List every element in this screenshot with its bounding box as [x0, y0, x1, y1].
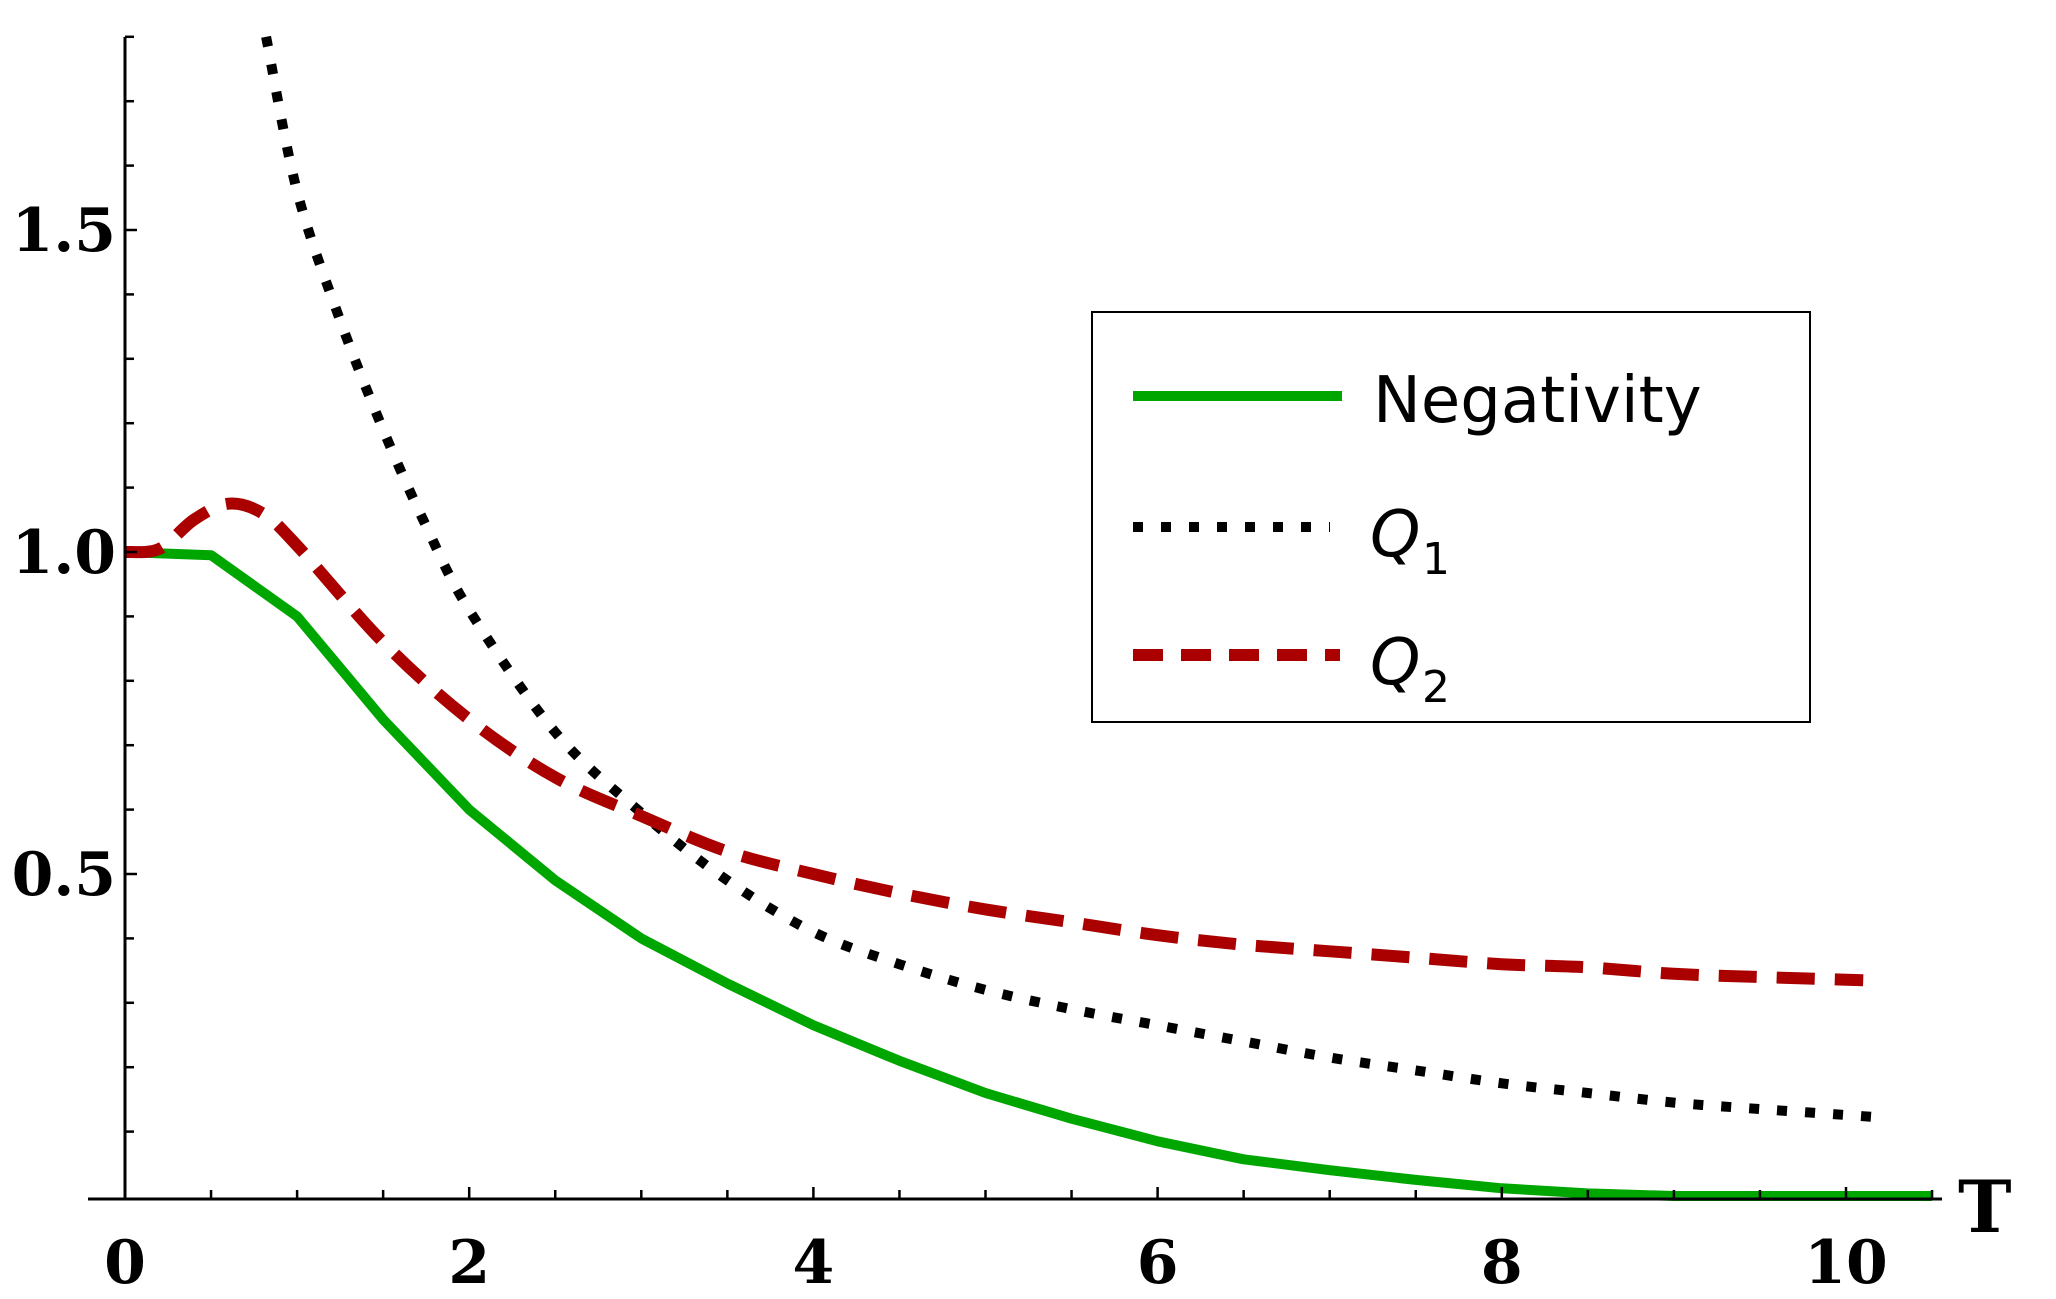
y-ticks: 0.5 1.0 1.5	[12, 35, 137, 1133]
series-q1-line	[261, 35, 1873, 1122]
legend-label-q2-subscript: 2	[1422, 662, 1450, 713]
plot-area	[124, 35, 1932, 1201]
x-tick-label: 2	[448, 1228, 490, 1298]
legend-label-negativity: Negativity	[1373, 364, 1702, 438]
legend-item-q2: Q 2	[1133, 626, 1450, 713]
x-axis: 0 2 4 6 8 10 T	[88, 1164, 2012, 1298]
series-q2-line	[124, 497, 1864, 987]
legend-label-q1: Q	[1370, 498, 1420, 572]
x-tick-label: 0	[104, 1228, 146, 1298]
y-tick-label: 0.5	[12, 840, 116, 910]
y-axis: 0.5 1.0 1.5	[12, 35, 137, 1199]
x-axis-title: T	[1958, 1164, 2012, 1249]
y-tick-label: 1.0	[12, 518, 116, 588]
legend-item-q1: Q 1	[1133, 498, 1450, 585]
y-tick-label: 1.5	[12, 196, 116, 266]
x-tick-label: 6	[1137, 1228, 1179, 1298]
x-tick-label: 8	[1481, 1228, 1523, 1298]
legend-item-negativity: Negativity	[1133, 364, 1702, 438]
legend-label-q2: Q	[1370, 626, 1420, 700]
series-negativity-line	[124, 547, 1932, 1201]
x-ticks: 0 2 4 6 8 10	[104, 1187, 1934, 1298]
legend-box	[1091, 311, 1811, 723]
series-layer	[124, 35, 1932, 1201]
x-tick-label: 4	[793, 1228, 835, 1298]
legend-label-q1-subscript: 1	[1422, 534, 1450, 585]
x-tick-label: 10	[1804, 1228, 1888, 1298]
legend: Negativity Q 1 Q 2	[1091, 311, 1811, 723]
